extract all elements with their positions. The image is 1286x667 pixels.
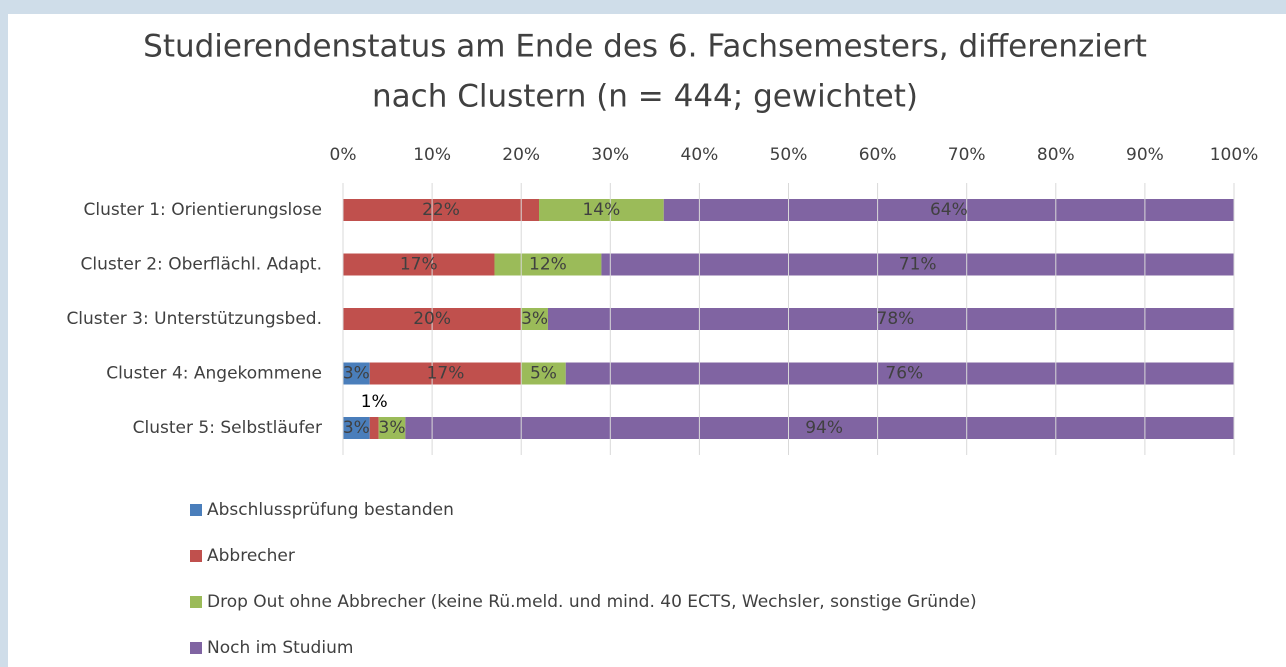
x-tick-label: 30%: [591, 145, 629, 165]
data-label: 17%: [400, 255, 438, 275]
chart-background: [8, 14, 1286, 667]
data-label: 71%: [899, 255, 937, 275]
legend-swatch: [190, 550, 202, 562]
x-tick-label: 60%: [859, 145, 897, 165]
data-label: 94%: [805, 418, 843, 438]
chart-title: nach Clustern (n = 444; gewichtet): [372, 79, 918, 115]
data-label: 22%: [422, 200, 460, 220]
legend-swatch: [190, 642, 202, 654]
data-label-callout: 1%: [361, 392, 388, 412]
bar-segment: [343, 199, 540, 221]
bar-segment: [565, 362, 1234, 385]
legend-swatch: [190, 504, 202, 516]
y-tick-label: Cluster 3: Unterstützungsbed.: [66, 309, 322, 329]
x-tick-label: 50%: [770, 145, 808, 165]
bar-segment: [539, 199, 664, 221]
x-tick-label: 70%: [948, 145, 986, 165]
y-tick-label: Cluster 2: Oberflächl. Adapt.: [81, 255, 323, 275]
y-tick-label: Cluster 4: Angekommene: [106, 364, 322, 384]
bar-segment: [663, 199, 1234, 221]
bar-segment: [343, 362, 370, 385]
bar-segment: [369, 417, 379, 439]
x-tick-label: 40%: [681, 145, 719, 165]
data-label: 3%: [379, 418, 406, 438]
x-tick-label: 0%: [330, 145, 357, 165]
legend-label: Abschlussprüfung bestanden: [207, 500, 454, 520]
x-tick-label: 100%: [1210, 145, 1259, 165]
data-label: 76%: [885, 364, 923, 384]
bar-segment: [343, 253, 495, 276]
data-label: 3%: [343, 418, 370, 438]
legend-label: Abbrecher: [207, 546, 295, 566]
legend-label: Noch im Studium: [207, 638, 353, 658]
bar-segment: [601, 253, 1234, 276]
legend-swatch: [190, 596, 202, 608]
bar-segment: [343, 417, 370, 439]
x-tick-label: 20%: [502, 145, 540, 165]
plot-area: [343, 199, 1234, 439]
data-label: 12%: [529, 255, 567, 275]
y-tick-label: Cluster 5: Selbstläufer: [133, 418, 322, 438]
data-label: 17%: [427, 364, 465, 384]
data-label: 3%: [521, 309, 548, 329]
chart-title: Studierendenstatus am Ende des 6. Fachse…: [143, 29, 1147, 65]
bar-segment: [405, 417, 1234, 439]
data-label: 20%: [413, 309, 451, 329]
data-label: 64%: [930, 200, 968, 220]
bar-segment: [369, 362, 522, 385]
y-tick-label: Cluster 1: Orientierungslose: [84, 200, 323, 220]
data-label: 78%: [877, 309, 915, 329]
legend-label: Drop Out ohne Abbrecher (keine Rü.meld. …: [207, 592, 977, 612]
data-label: 5%: [530, 364, 557, 384]
x-tick-label: 10%: [413, 145, 451, 165]
x-tick-label: 80%: [1037, 145, 1075, 165]
bar-segment: [521, 362, 566, 385]
bar-segment: [378, 417, 406, 439]
data-label: 3%: [343, 364, 370, 384]
data-label: 14%: [582, 200, 620, 220]
bar-segment: [521, 308, 548, 330]
bar-segment: [547, 308, 1234, 330]
x-tick-label: 90%: [1126, 145, 1164, 165]
